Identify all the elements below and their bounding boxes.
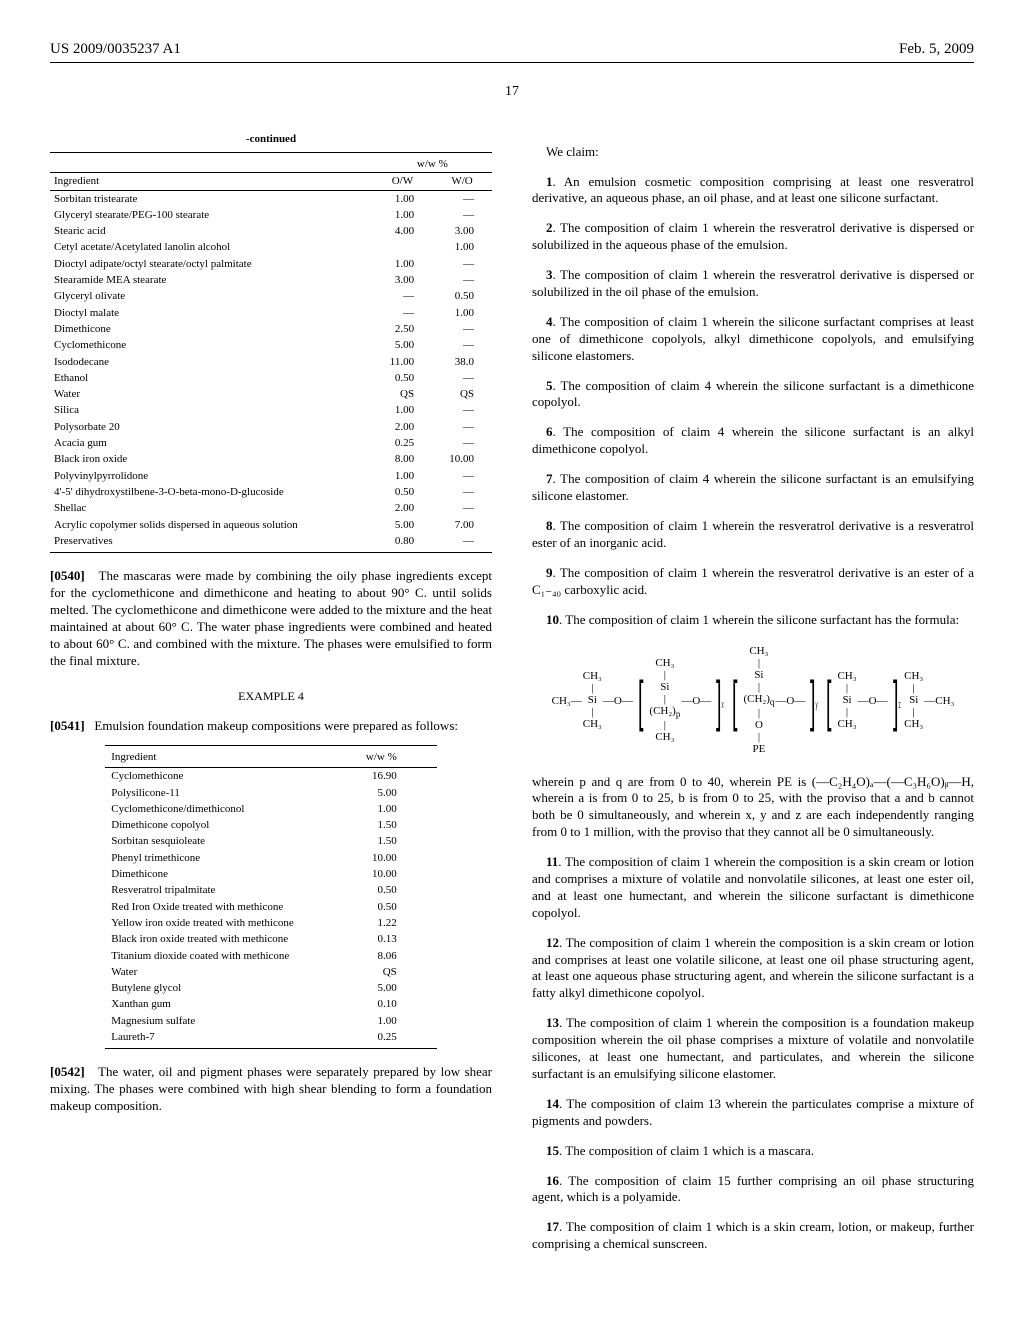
claim-5: 5. The composition of claim 4 wherein th… xyxy=(532,378,974,412)
para-text-0541: Emulsion foundation makeup compositions … xyxy=(94,718,458,733)
claim-2: 2. The composition of claim 1 wherein th… xyxy=(532,220,974,254)
table-row: Resveratrol tripalmitate0.50 xyxy=(105,882,437,898)
table-row: Magnesium sulfate1.00 xyxy=(105,1013,437,1029)
we-claim: We claim: xyxy=(532,144,974,161)
table-example4: Ingredient w/w % Cyclomethicone16.90Poly… xyxy=(105,745,437,1049)
table-row: Glyceryl stearate/PEG-100 stearate1.00— xyxy=(50,207,492,223)
para-text-0540: The mascaras were made by combining the … xyxy=(50,568,492,667)
table2-col-value: w/w % xyxy=(343,745,437,767)
para-num-0540: [0540] xyxy=(50,568,85,583)
claim-4: 4. The composition of claim 1 wherein th… xyxy=(532,314,974,365)
chemical-formula: CH₃— CH₃|Si|CH₃ —O— [ CH₃|Si|(CH₂)p|CH₃ … xyxy=(532,646,974,755)
table-row: Dimethicone10.00 xyxy=(105,866,437,882)
table-row: Polyvinylpyrrolidone1.00— xyxy=(50,468,492,484)
table-continued: -continued w/w % Ingredient O/W W/O Sorb… xyxy=(50,131,492,553)
left-column: -continued w/w % Ingredient O/W W/O Sorb… xyxy=(50,131,492,1255)
table1-unit: w/w % xyxy=(373,152,492,172)
table-row: Black iron oxide treated with methicone0… xyxy=(105,931,437,947)
table-row: Isododecane11.0038.0 xyxy=(50,354,492,370)
claim-13: 13. The composition of claim 1 wherein t… xyxy=(532,1015,974,1083)
table-row: Titanium dioxide coated with methicone8.… xyxy=(105,948,437,964)
claim-12: 12. The composition of claim 1 wherein t… xyxy=(532,935,974,1003)
claim-14: 14. The composition of claim 13 wherein … xyxy=(532,1096,974,1130)
claim-11: 11. The composition of claim 1 wherein t… xyxy=(532,854,974,922)
table-row: 4'-5' dihydroxystilbene-3-O-beta-mono-D-… xyxy=(50,484,492,500)
table-row: Dioctyl malate—1.00 xyxy=(50,305,492,321)
table-row: Acrylic copolymer solids dispersed in aq… xyxy=(50,517,492,533)
table1-col-ingredient: Ingredient xyxy=(50,173,373,190)
para-num-0542: [0542] xyxy=(50,1064,85,1079)
table-row: Black iron oxide8.0010.00 xyxy=(50,451,492,467)
page-number: 17 xyxy=(50,83,974,101)
table-row: Dimethicone copolyol1.50 xyxy=(105,817,437,833)
table-row: Red Iron Oxide treated with methicone0.5… xyxy=(105,899,437,915)
table-row: Laureth-70.25 xyxy=(105,1029,437,1049)
table-row: Xanthan gum0.10 xyxy=(105,996,437,1012)
table1-col-wo: W/O xyxy=(432,173,492,190)
table-row: Glyceryl olivate—0.50 xyxy=(50,288,492,304)
table-row: Dimethicone2.50— xyxy=(50,321,492,337)
table2-col-ingredient: Ingredient xyxy=(105,745,343,767)
claim-10-cont: wherein p and q are from 0 to 40, wherei… xyxy=(532,774,974,842)
claim-7: 7. The composition of claim 4 wherein th… xyxy=(532,471,974,505)
two-column-layout: -continued w/w % Ingredient O/W W/O Sorb… xyxy=(50,131,974,1255)
table-row: Stearamide MEA stearate3.00— xyxy=(50,272,492,288)
claim-9: 9. The composition of claim 1 wherein th… xyxy=(532,565,974,599)
claim-6: 6. The composition of claim 4 wherein th… xyxy=(532,424,974,458)
claim-1: 1. An emulsion cosmetic composition comp… xyxy=(532,174,974,208)
claim-10: 10. The composition of claim 1 wherein t… xyxy=(532,612,974,629)
table-row: Ethanol0.50— xyxy=(50,370,492,386)
table-row: Cyclomethicone16.90 xyxy=(105,768,437,785)
page-header: US 2009/0035237 A1 Feb. 5, 2009 xyxy=(50,40,974,60)
table-row: Butylene glycol5.00 xyxy=(105,980,437,996)
example-4-heading: EXAMPLE 4 xyxy=(50,689,492,705)
table-row: Silica1.00— xyxy=(50,402,492,418)
right-column: We claim: 1. An emulsion cosmetic compos… xyxy=(532,131,974,1255)
table-row: Cyclomethicone5.00— xyxy=(50,337,492,353)
claim-16: 16. The composition of claim 15 further … xyxy=(532,1173,974,1207)
patent-number: US 2009/0035237 A1 xyxy=(50,40,181,60)
paragraph-0540: [0540] The mascaras were made by combini… xyxy=(50,568,492,669)
table-row: Shellac2.00— xyxy=(50,500,492,516)
table-row: Yellow iron oxide treated with methicone… xyxy=(105,915,437,931)
table-row: Polysorbate 202.00— xyxy=(50,419,492,435)
table-row: Phenyl trimethicone10.00 xyxy=(105,850,437,866)
patent-date: Feb. 5, 2009 xyxy=(899,40,974,60)
table-row: Polysilicone-115.00 xyxy=(105,785,437,801)
table-row: Sorbitan tristearate1.00— xyxy=(50,190,492,207)
paragraph-0541: [0541] Emulsion foundation makeup compos… xyxy=(50,718,492,735)
claim-8: 8. The composition of claim 1 wherein th… xyxy=(532,518,974,552)
table-row: Sorbitan sesquioleate1.50 xyxy=(105,833,437,849)
header-underline xyxy=(50,62,974,63)
claim-15: 15. The composition of claim 1 which is … xyxy=(532,1143,974,1160)
table1-col-ow: O/W xyxy=(373,173,432,190)
table-row: Cetyl acetate/Acetylated lanolin alcohol… xyxy=(50,239,492,255)
table-row: WaterQS xyxy=(105,964,437,980)
para-text-0542: The water, oil and pigment phases were s… xyxy=(50,1064,492,1113)
table-row: Cyclomethicone/dimethiconol1.00 xyxy=(105,801,437,817)
table-row: Acacia gum0.25— xyxy=(50,435,492,451)
claim-3: 3. The composition of claim 1 wherein th… xyxy=(532,267,974,301)
claim-17: 17. The composition of claim 1 which is … xyxy=(532,1219,974,1253)
para-num-0541: [0541] xyxy=(50,718,85,733)
table-row: Preservatives0.80— xyxy=(50,533,492,553)
paragraph-0542: [0542] The water, oil and pigment phases… xyxy=(50,1064,492,1115)
table-row: Stearic acid4.003.00 xyxy=(50,223,492,239)
table-row: WaterQSQS xyxy=(50,386,492,402)
table-row: Dioctyl adipate/octyl stearate/octyl pal… xyxy=(50,256,492,272)
table1-caption: -continued xyxy=(50,131,492,153)
